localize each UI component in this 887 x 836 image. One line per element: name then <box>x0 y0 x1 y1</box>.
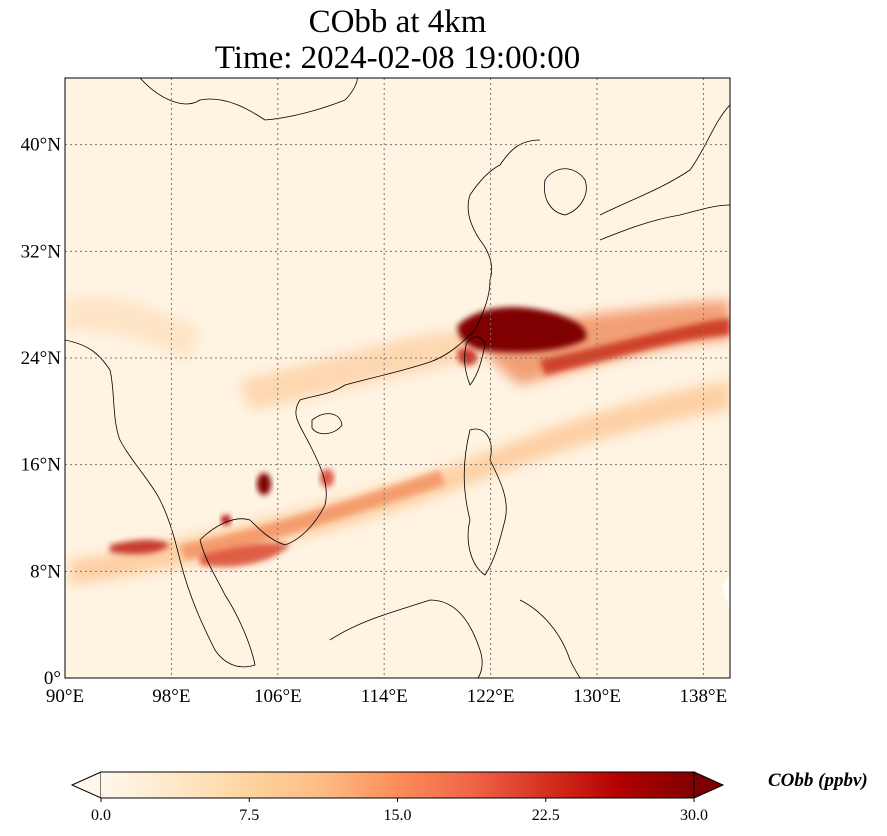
plume-east-transport-core <box>540 318 730 375</box>
colorbar-label: CObb (ppbv) <box>768 770 868 791</box>
tick-label-lat: 8°N <box>30 561 61 582</box>
hotspot-thailand <box>221 515 231 525</box>
coast-mongolia-border <box>139 78 358 121</box>
coast-japan <box>599 104 730 241</box>
colorbar-tick-label: 0.0 <box>91 807 111 824</box>
plume-taiwan-strait-max <box>457 307 587 353</box>
tick-label-lat: 40°N <box>21 135 62 156</box>
plot-frame <box>64 77 731 679</box>
hotspot-cambodia <box>257 473 271 495</box>
map-title-line1: CObb at 4km <box>308 4 487 40</box>
plume-southern-china <box>240 330 480 410</box>
colorbar-extend-max <box>693 771 725 799</box>
coast-korea <box>543 168 587 216</box>
map-title-line2: Time: 2024-02-08 19:00:00 <box>214 40 581 76</box>
latitude-ticks: 0° 8°N 16°N 24°N 32°N 40°N <box>21 135 62 689</box>
colorbar-tick-label: 15.0 <box>384 807 412 824</box>
plume-mekong-delta <box>200 543 290 567</box>
tick-label-lon: 90°E <box>46 686 84 707</box>
coastlines <box>65 78 730 678</box>
colorbar-tick-label: 22.5 <box>532 807 560 824</box>
colorbar-ticks: 0.0 7.5 15.0 22.5 30.0 <box>91 798 708 824</box>
map-background <box>65 78 730 678</box>
tick-label-lat: 16°N <box>21 455 62 476</box>
colorbar-gradient <box>101 772 694 798</box>
tick-label-lat: 24°N <box>21 348 62 369</box>
coast-hainan <box>311 413 343 435</box>
tick-label-lon: 106°E <box>254 686 302 707</box>
tick-label-lon: 98°E <box>152 686 190 707</box>
tick-label-lon: 114°E <box>361 686 408 707</box>
coast-myanmar-malay <box>65 339 256 668</box>
tick-label-lon: 138°E <box>680 686 728 707</box>
coast-philippines <box>463 428 507 576</box>
coast-taiwan <box>464 336 486 386</box>
plume-north-myanmar <box>65 297 200 360</box>
colorbar-tick-label: 30.0 <box>680 807 708 824</box>
hotspot-central-vietnam <box>320 469 334 487</box>
tick-label-lat: 32°N <box>21 241 62 262</box>
plume-taiwan-west <box>458 348 477 366</box>
tick-label-lon: 130°E <box>573 686 621 707</box>
tick-label-lat: 0° <box>44 668 61 689</box>
coast-east-china <box>467 139 541 331</box>
concentration-field <box>65 297 730 610</box>
plume-sea-band-core <box>180 470 445 560</box>
colorbar: 0.0 7.5 15.0 22.5 30.0 <box>70 771 725 824</box>
longitude-ticks: 90°E 98°E 106°E 114°E 122°E 130°E 138°E <box>46 686 727 707</box>
colorbar-extend-min <box>70 771 102 799</box>
plume-east-transport <box>470 300 730 385</box>
plume-andaman <box>110 539 170 555</box>
coast-sulawesi <box>519 599 581 678</box>
colorbar-tick-label: 7.5 <box>239 807 259 824</box>
coast-indochina-south-china <box>199 329 476 546</box>
missing-data-patch <box>722 575 730 610</box>
coast-borneo <box>329 599 483 678</box>
tick-label-lon: 122°E <box>467 686 515 707</box>
